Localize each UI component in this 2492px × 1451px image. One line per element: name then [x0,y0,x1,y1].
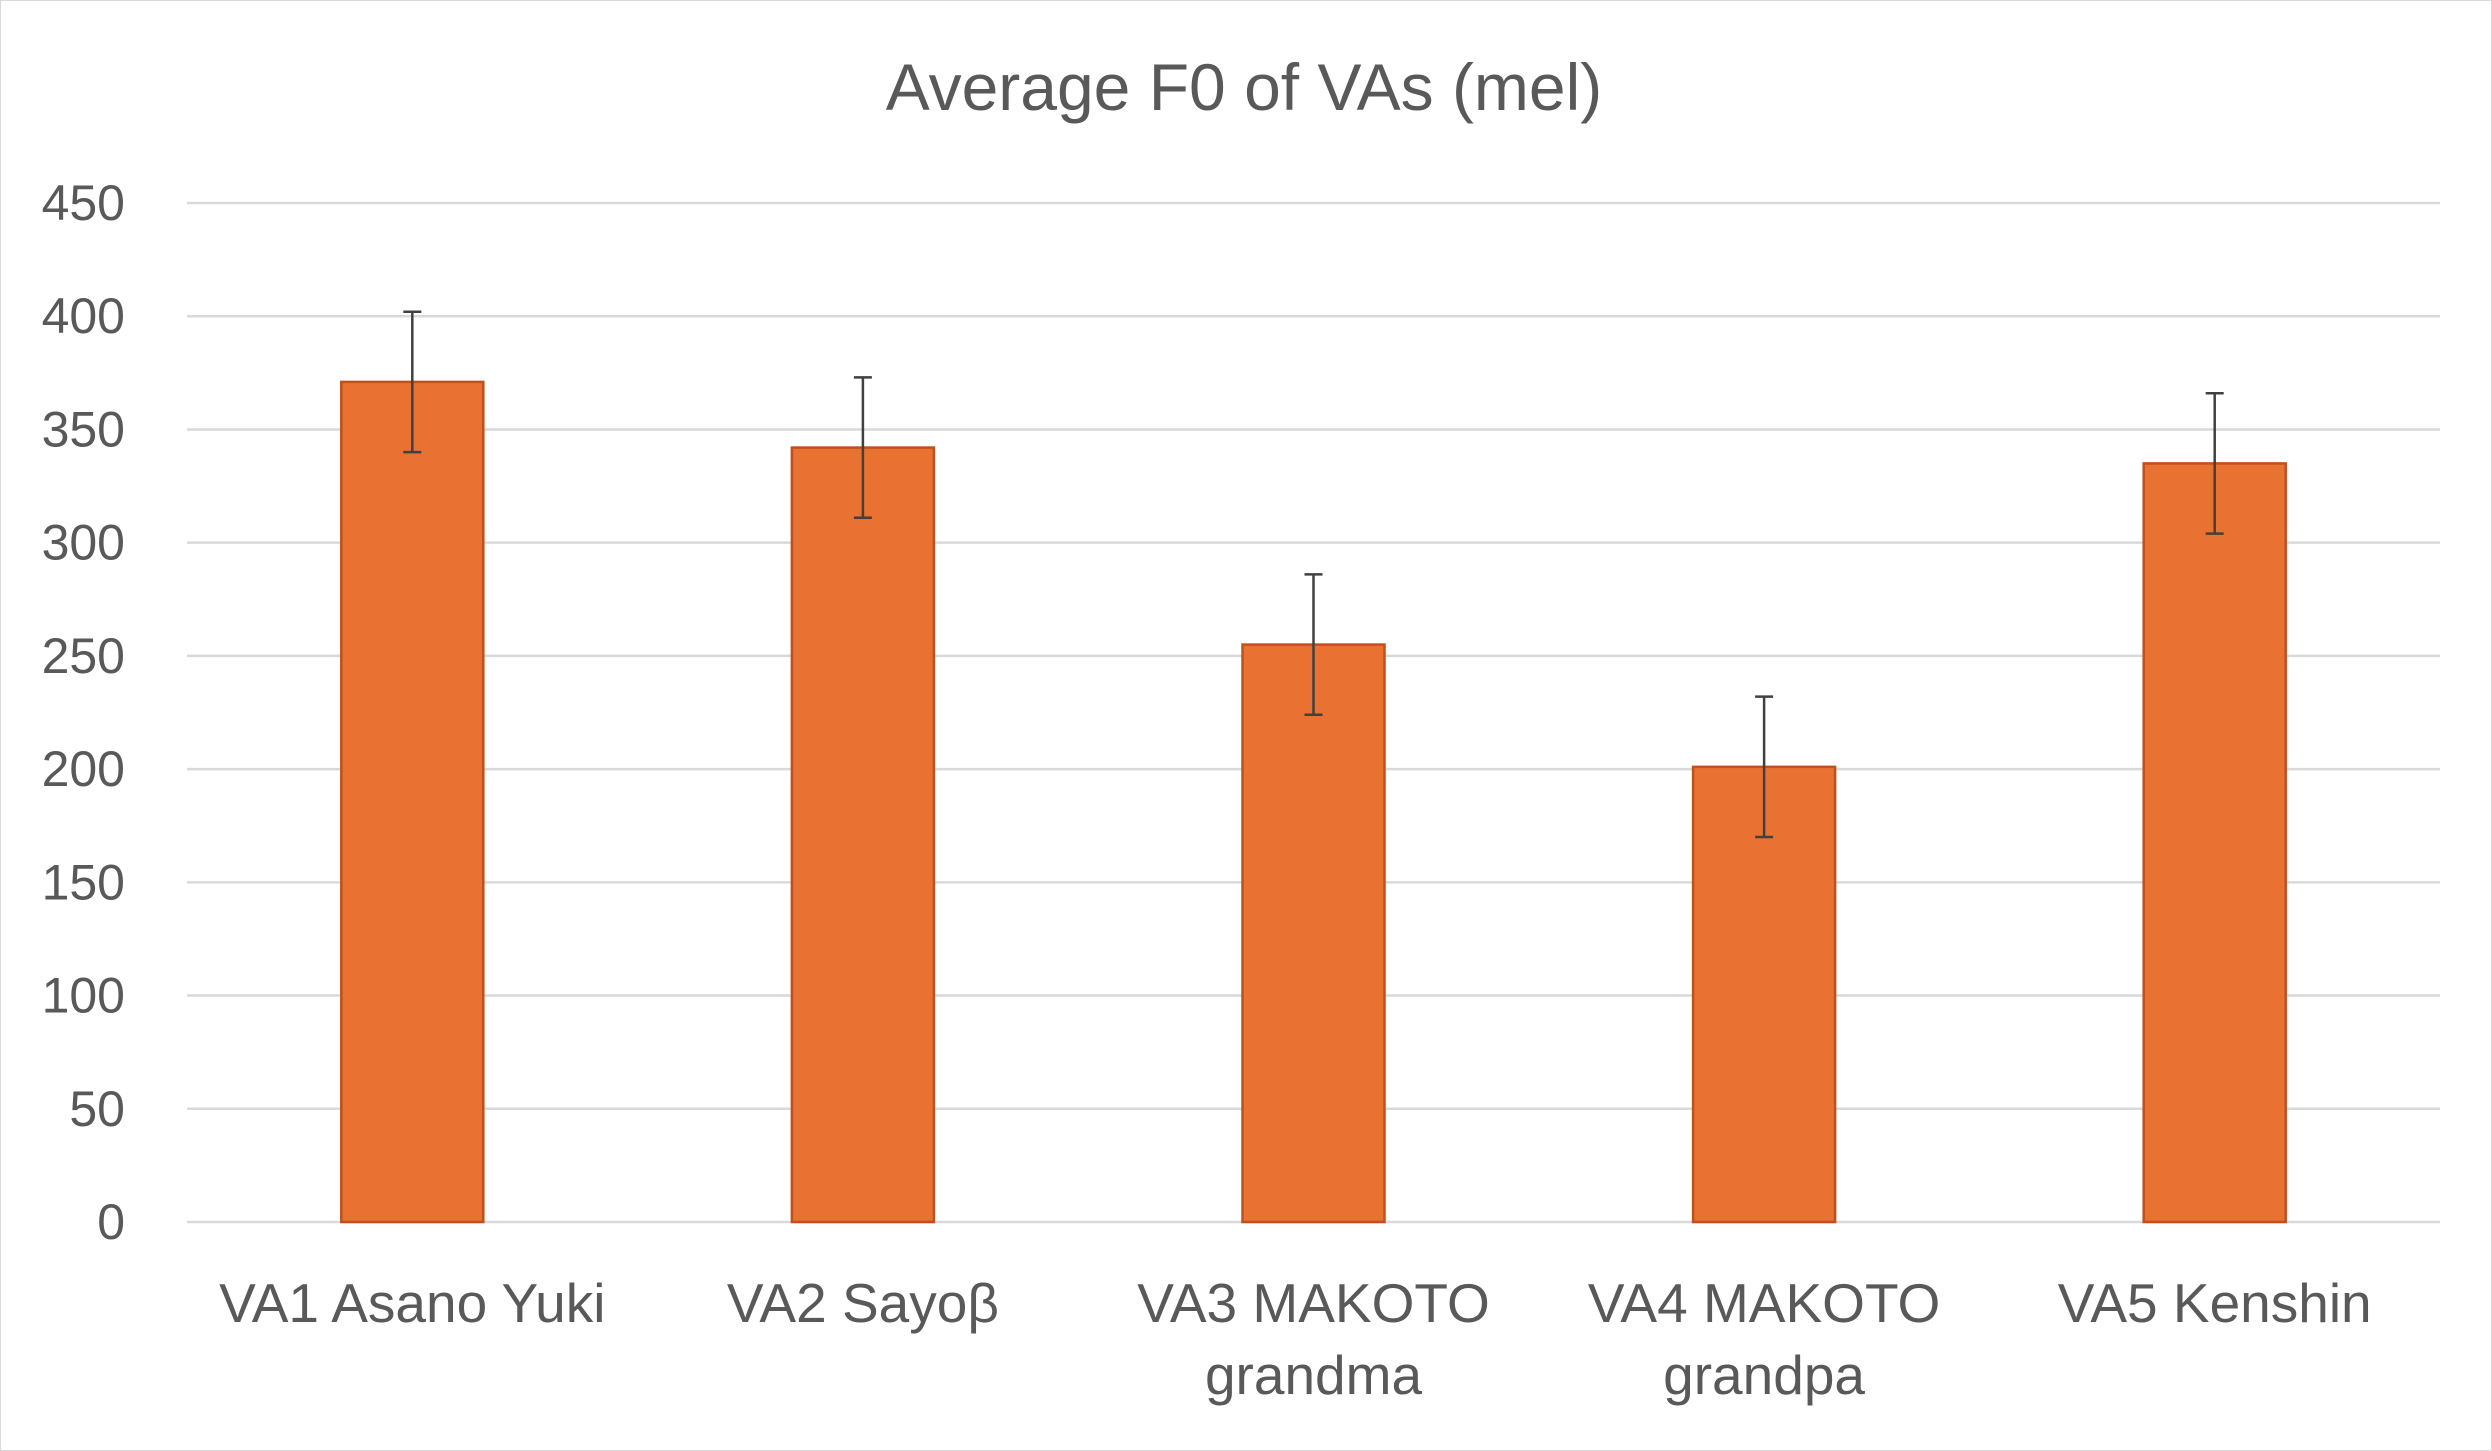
y-tick-label: 450 [42,175,125,231]
x-tick-label-line: VA5 Kenshin [2058,1272,2372,1334]
x-axis-ticks: VA1 Asano Yuki VA2 Sayoβ VA3 MAKOTO grandma… [219,1272,2372,1406]
x-tick-label-line: VA2 Sayoβ [727,1272,999,1334]
chart-title: Average F0 of VAs (mel) [886,50,1603,124]
bars [340,380,2287,1224]
bar [340,380,485,1224]
y-tick-label: 100 [42,968,125,1024]
x-tick-label: VA5 Kenshin [2058,1272,2372,1334]
y-tick-label: 350 [42,401,125,457]
x-tick-label-line: VA1 Asano Yuki [219,1272,605,1334]
x-tick-label: VA1 Asano Yuki [219,1272,605,1334]
x-tick-label: VA4 MAKOTO grandpa [1588,1272,1941,1406]
y-axis-ticks: 0 50 100 150 200 250 300 350 400 450 [42,175,125,1250]
bar [1241,643,1386,1224]
x-tick-label-line: grandpa [1663,1344,1865,1406]
y-tick-label: 0 [97,1194,125,1250]
y-tick-label: 150 [42,854,125,910]
gridlines [187,201,2440,1224]
x-tick-label-line: VA3 MAKOTO [1137,1272,1490,1334]
error-bars [403,310,2224,839]
bar [2142,462,2287,1224]
y-tick-label: 200 [42,741,125,797]
x-tick-label: VA2 Sayoβ [727,1272,999,1334]
y-tick-label: 400 [42,288,125,344]
bar [1691,765,1837,1224]
y-tick-label: 300 [42,515,125,571]
x-tick-label-line: grandma [1205,1344,1422,1406]
x-tick-label-line: VA4 MAKOTO [1588,1272,1941,1334]
x-tick-label: VA3 MAKOTO grandma [1137,1272,1490,1406]
y-tick-label: 250 [42,628,125,684]
y-tick-label: 50 [69,1081,125,1137]
bar [790,446,936,1224]
